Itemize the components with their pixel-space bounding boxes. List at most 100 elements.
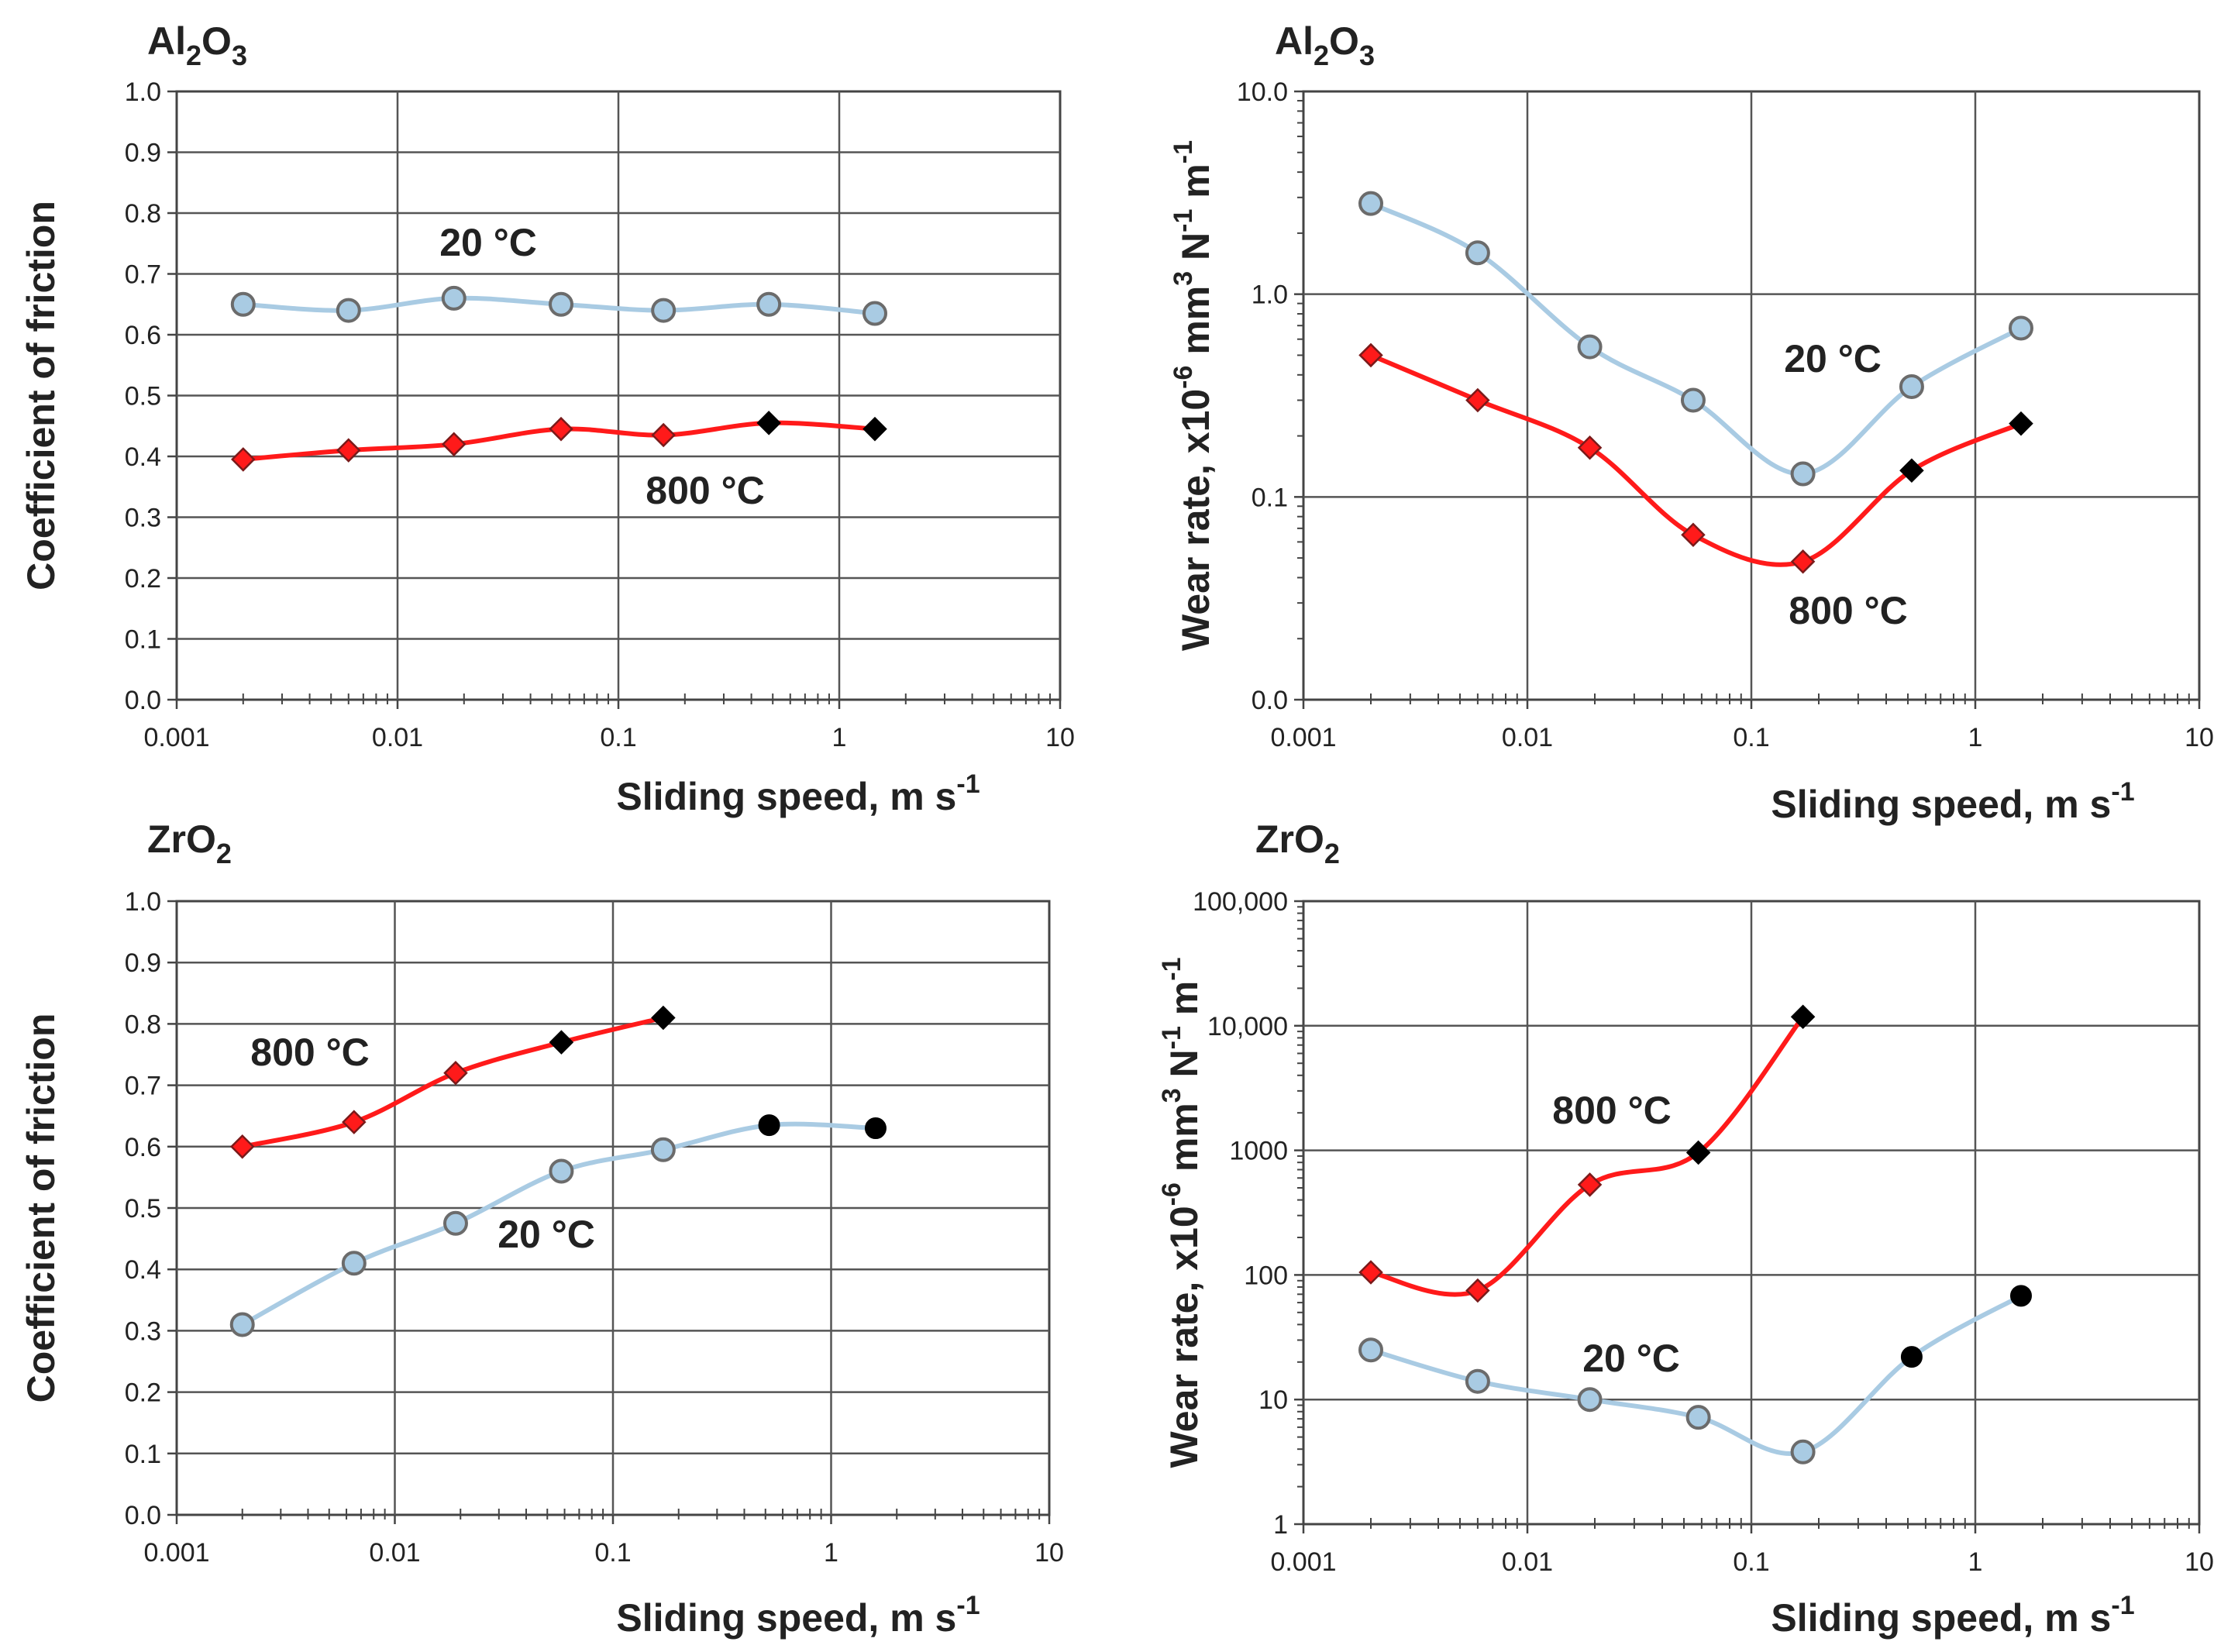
data-point	[1790, 1004, 1816, 1030]
data-point	[443, 1060, 468, 1086]
y-axis-title-text: m	[1174, 163, 1217, 208]
data-point	[1577, 1387, 1603, 1413]
series-label: 20 °C	[1784, 337, 1882, 380]
x-tick-label: 0.001	[143, 1538, 209, 1568]
y-tick-label: 0.4	[125, 442, 161, 472]
y-tick-label: 1.0	[125, 887, 161, 917]
title-subscript: 2	[1324, 838, 1340, 869]
data-point	[1790, 461, 1816, 487]
y-tick-label: 0.1	[1252, 483, 1288, 512]
title-subscript: 2	[216, 838, 232, 869]
y-axis-title-text: m	[1162, 981, 1206, 1026]
y-tick-label: 0.9	[125, 948, 161, 978]
y-tick-label: 0.0	[125, 686, 161, 715]
data-point	[651, 1005, 676, 1031]
y-tick-label: 0.3	[125, 1316, 161, 1346]
x-tick-label: 10	[1035, 1538, 1064, 1568]
series-label: 20 °C	[1582, 1337, 1680, 1380]
x-tick-label: 0.01	[1502, 1547, 1553, 1577]
y-tick-label: 1.0	[125, 77, 161, 107]
panel-title: Al2O3	[147, 19, 247, 71]
data-point	[1358, 1260, 1383, 1285]
x-axis-title-text: Sliding speed, m s	[1771, 783, 2111, 826]
series-label: 800 °C	[646, 469, 764, 512]
x-tick-label: 10	[2185, 723, 2214, 752]
data-point	[549, 1158, 574, 1184]
x-tick-label: 1	[832, 723, 847, 752]
data-point	[442, 1210, 468, 1236]
data-point	[862, 416, 887, 442]
x-axis-title-text: Sliding speed, m s	[616, 1596, 956, 1640]
data-point	[1680, 387, 1706, 413]
data-point	[549, 416, 573, 442]
y-tick-label: 1.0	[1252, 280, 1288, 310]
data-point	[756, 411, 781, 435]
x-axis-title: Sliding speed, m s-1	[616, 1591, 980, 1640]
y-axis-title: Coefficient of friction	[19, 1014, 63, 1403]
y-tick-label: 0.1	[125, 625, 161, 655]
data-point	[2008, 315, 2033, 341]
data-point	[441, 432, 467, 457]
y-axis-title-superscript: 3	[1157, 1088, 1186, 1103]
title-text: Al	[1275, 19, 1314, 63]
data-point	[1577, 1172, 1603, 1197]
series-label: 20 °C	[439, 221, 537, 264]
y-axis-title-text: mm	[1174, 286, 1217, 366]
title-text: O	[1329, 19, 1359, 63]
data-point	[758, 1114, 780, 1137]
x-tick-label: 0.001	[1270, 723, 1336, 752]
title-text: ZrO	[147, 817, 216, 861]
panel-title: ZrO2	[147, 817, 232, 869]
x-axis-title: Sliding speed, m s-1	[616, 769, 980, 818]
y-tick-label: 10.0	[1237, 77, 1288, 107]
data-point	[1465, 1368, 1490, 1394]
y-axis-title-text: Wear rate, x10	[1174, 389, 1217, 651]
data-point	[1465, 387, 1490, 413]
y-tick-label: 100,000	[1193, 887, 1288, 917]
data-point	[2009, 411, 2033, 436]
x-tick-label: 0.1	[1733, 723, 1769, 752]
x-tick-label: 1	[824, 1538, 838, 1568]
data-point	[229, 1134, 255, 1159]
y-tick-label: 0.0	[1252, 686, 1288, 715]
y-axis-title-superscript: -1	[1169, 140, 1198, 163]
series-label: 800 °C	[250, 1031, 369, 1074]
x-tick-label: 0.01	[1502, 723, 1553, 752]
y-axis-title: Wear rate, x10-6 mm3 N-1 m-1	[1169, 140, 1217, 651]
x-axis-title: Sliding speed, m s-1	[1771, 777, 2134, 826]
y-tick-label: 0.6	[125, 321, 161, 350]
x-axis-title-superscript: -1	[2111, 1591, 2134, 1620]
data-point	[1358, 1337, 1383, 1363]
data-point	[441, 285, 467, 311]
y-tick-label: 0.8	[125, 1010, 161, 1039]
x-tick-label: 0.01	[372, 723, 423, 752]
y-tick-label: 0.9	[125, 139, 161, 168]
y-axis-title-superscript: -1	[1169, 209, 1198, 232]
y-axis-title-superscript: -6	[1169, 366, 1198, 389]
x-axis-title-superscript: -1	[2111, 777, 2134, 807]
data-point	[1465, 240, 1490, 266]
data-point	[549, 291, 574, 317]
data-point	[230, 291, 256, 317]
y-tick-label: 0.4	[125, 1255, 161, 1285]
data-point	[862, 301, 887, 326]
data-point	[1577, 435, 1603, 460]
x-tick-label: 0.1	[600, 723, 636, 752]
data-point	[1790, 549, 1816, 574]
data-point	[342, 1110, 367, 1134]
data-point	[549, 1030, 574, 1055]
x-tick-label: 0.01	[369, 1538, 420, 1568]
panel-zro2-wear: 1 10 100 1000 10,000 100,000 0.001 0.01 0.1 1 10 80…	[1157, 817, 2214, 1640]
y-tick-label: 0.8	[125, 199, 161, 229]
x-tick-label: 0.001	[1270, 1547, 1336, 1577]
panel-al2o3-wear: 0.0 0.1 1.0 10.0 0.001 0.01 0.1 1 10 20 °C 800 °C A…	[1169, 19, 2214, 826]
data-point	[2009, 1285, 2032, 1307]
y-axis-title-text: N	[1174, 232, 1217, 271]
series-label: 800 °C	[1552, 1089, 1671, 1132]
y-tick-label: 0.5	[125, 382, 161, 411]
y-tick-label: 0.7	[125, 260, 161, 290]
y-axis-title-text: N	[1162, 1049, 1206, 1088]
y-tick-label: 0.2	[125, 1378, 161, 1408]
x-tick-label: 0.001	[143, 723, 209, 752]
